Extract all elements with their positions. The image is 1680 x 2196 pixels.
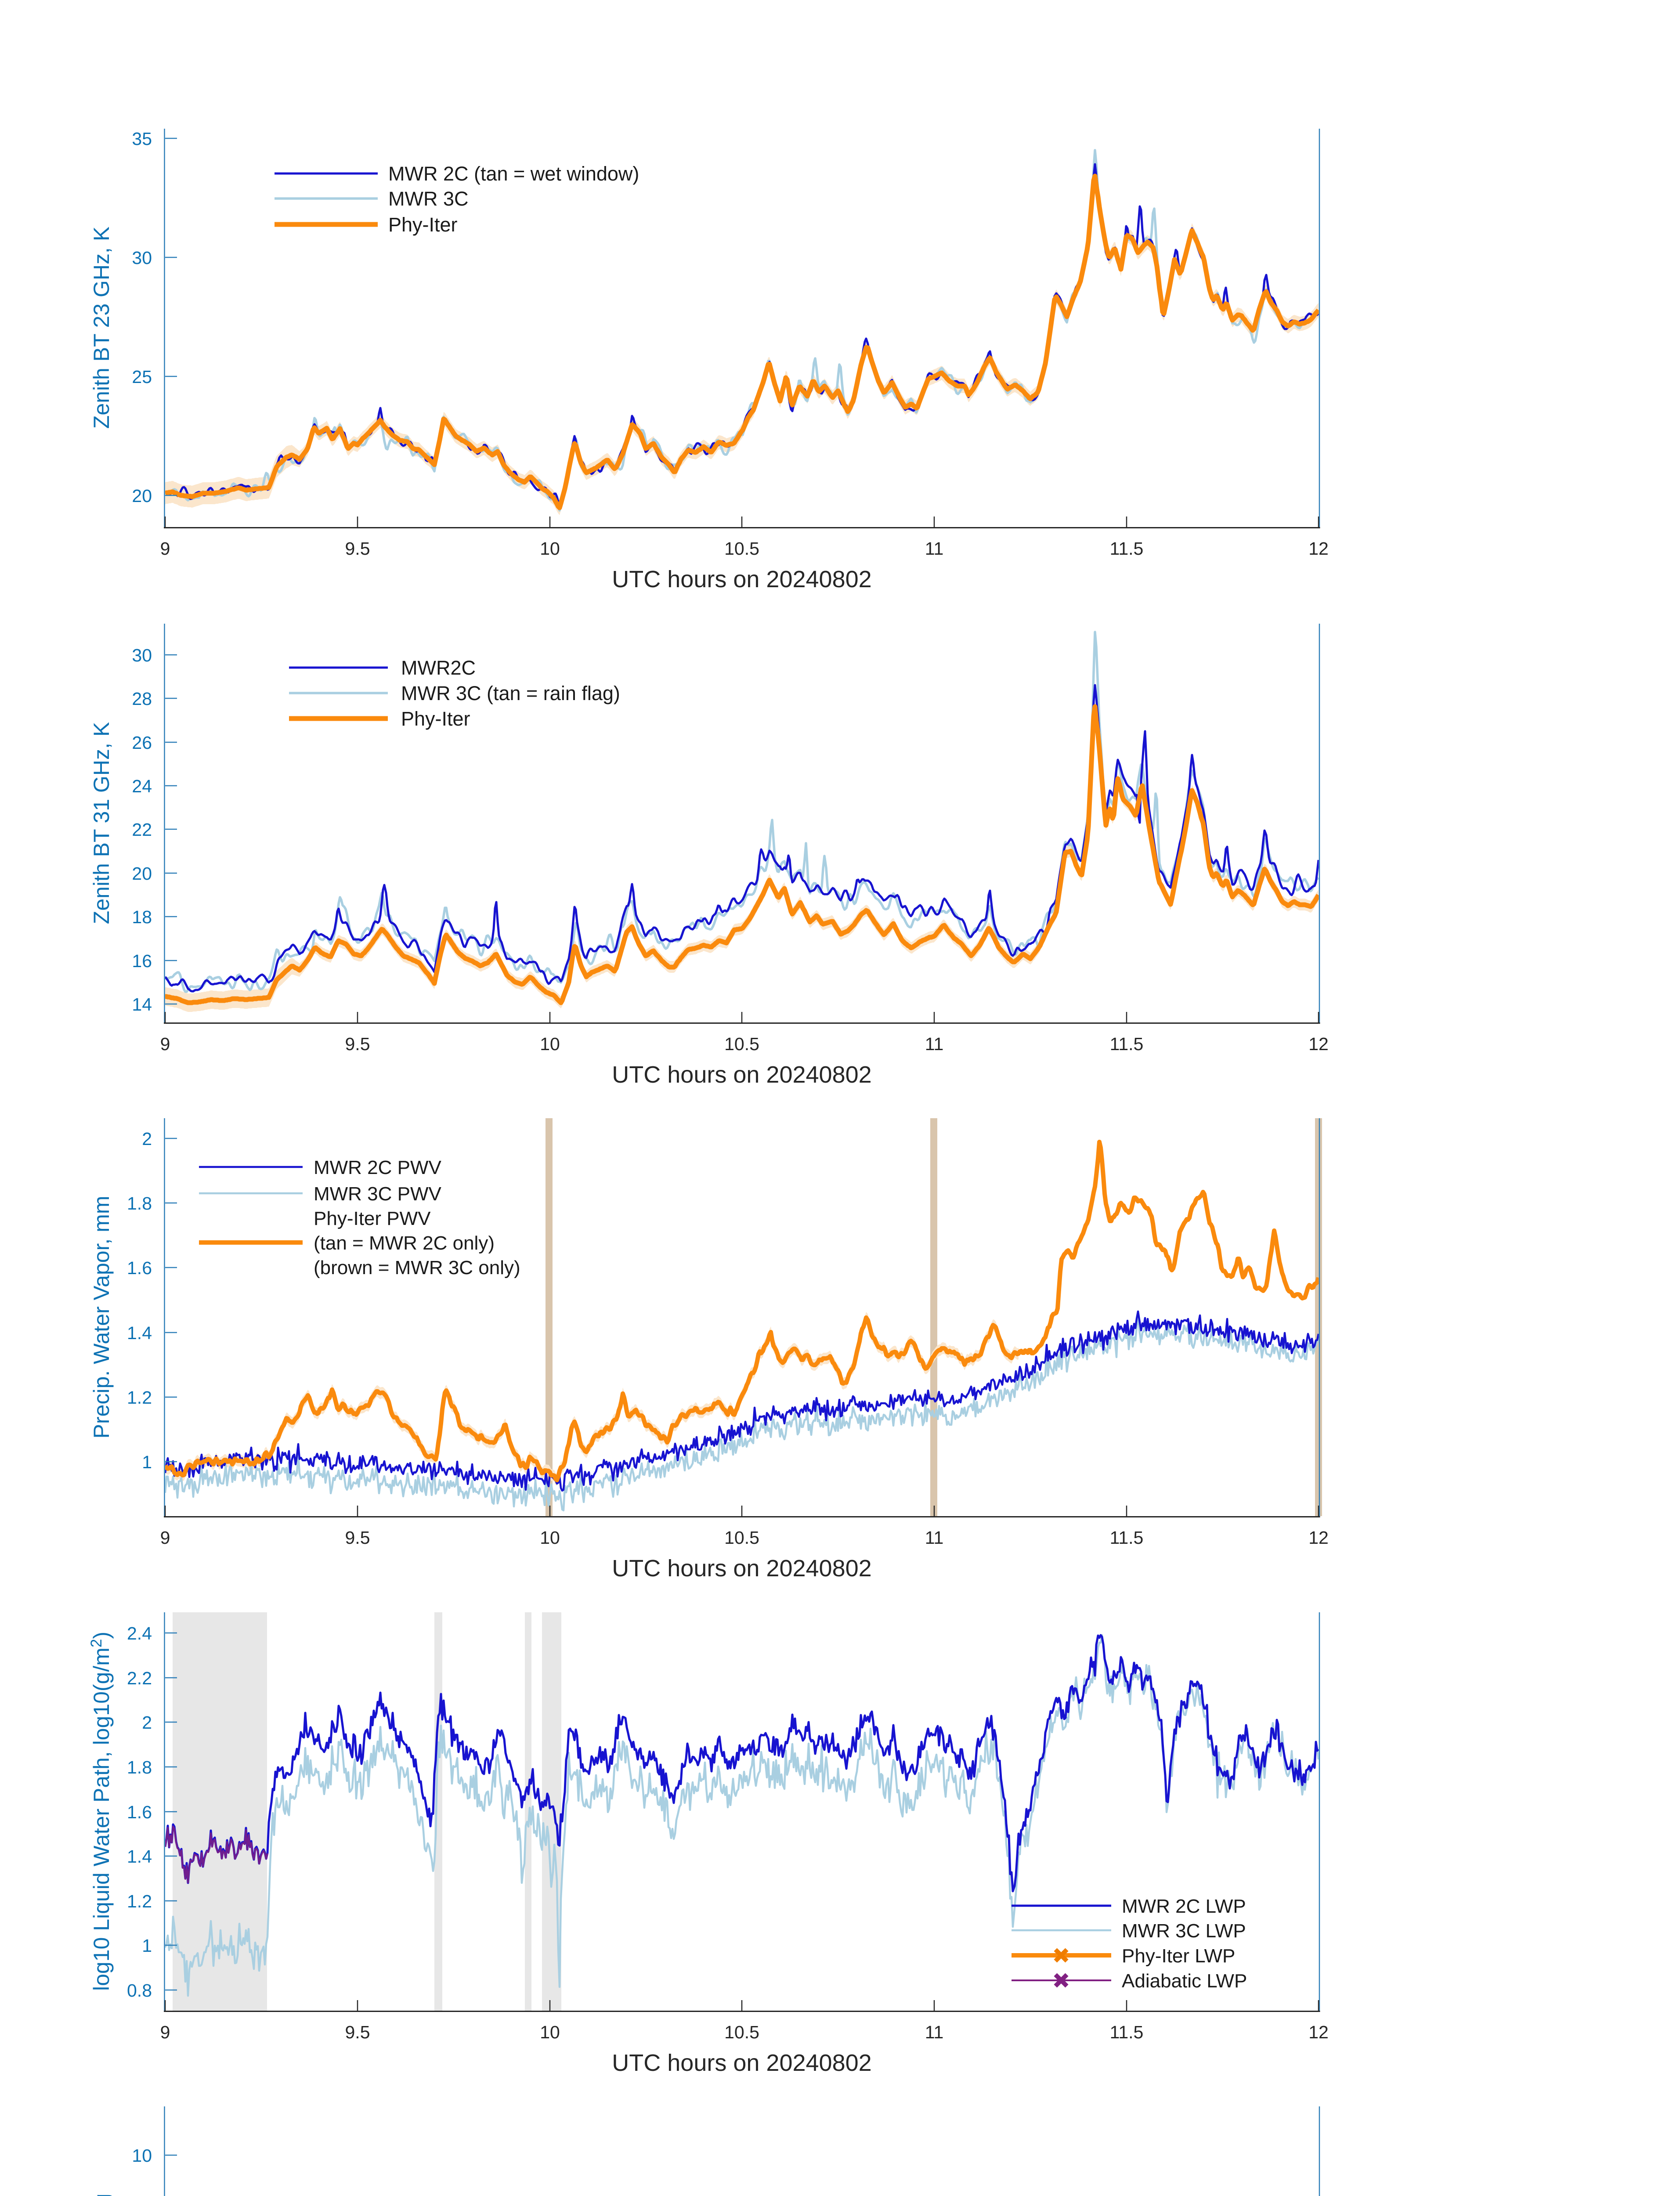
svg-text:11.5: 11.5 xyxy=(1110,538,1144,559)
svg-text:9.5: 9.5 xyxy=(345,1034,370,1054)
svg-text:11.5: 11.5 xyxy=(1110,1034,1144,1054)
svg-text:MWR Phy Iter DQ Flag: MWR Phy Iter DQ Flag xyxy=(89,2193,114,2196)
svg-text:10: 10 xyxy=(540,538,560,559)
svg-text:1.4: 1.4 xyxy=(127,1323,152,1343)
svg-text:12: 12 xyxy=(1308,1034,1329,1054)
svg-text:9: 9 xyxy=(160,1528,170,1548)
svg-text:25: 25 xyxy=(132,367,152,387)
svg-text:12: 12 xyxy=(1308,538,1329,559)
svg-text:9.5: 9.5 xyxy=(345,1528,370,1548)
svg-text:MWR 2C (tan = wet window): MWR 2C (tan = wet window) xyxy=(388,163,639,185)
svg-text:Zenith BT 23 GHz, K: Zenith BT 23 GHz, K xyxy=(89,227,114,429)
svg-text:MWR 3C LWP: MWR 3C LWP xyxy=(1122,1920,1246,1942)
svg-text:9: 9 xyxy=(160,538,170,559)
svg-text:1: 1 xyxy=(142,1452,152,1472)
svg-text:1.8: 1.8 xyxy=(127,1193,152,1214)
svg-text:2.2: 2.2 xyxy=(127,1668,152,1688)
svg-text:MWR 2C PWV: MWR 2C PWV xyxy=(314,1157,442,1178)
svg-text:Phy-Iter PWV: Phy-Iter PWV xyxy=(314,1208,431,1229)
svg-text:20: 20 xyxy=(132,863,152,884)
svg-text:10.5: 10.5 xyxy=(724,2022,759,2042)
svg-text:1.2: 1.2 xyxy=(127,1891,152,1911)
svg-text:UTC hours on 20240802: UTC hours on 20240802 xyxy=(612,1555,871,1582)
svg-text:MWR 3C: MWR 3C xyxy=(388,188,468,210)
svg-text:22: 22 xyxy=(132,820,152,840)
svg-text:9: 9 xyxy=(160,1034,170,1054)
svg-text:16: 16 xyxy=(132,951,152,971)
svg-text:UTC hours on 20240802: UTC hours on 20240802 xyxy=(612,566,871,592)
svg-text:26: 26 xyxy=(132,733,152,753)
svg-text:12: 12 xyxy=(1308,2022,1329,2042)
svg-text:10.5: 10.5 xyxy=(724,1034,759,1054)
svg-text:10.5: 10.5 xyxy=(724,538,759,559)
svg-text:1.2: 1.2 xyxy=(127,1387,152,1408)
svg-text:2.4: 2.4 xyxy=(127,1623,152,1643)
svg-text:1.6: 1.6 xyxy=(127,1258,152,1278)
svg-text:11: 11 xyxy=(925,538,944,559)
svg-text:9: 9 xyxy=(160,2022,170,2042)
svg-text:10: 10 xyxy=(540,1528,560,1548)
svg-text:11: 11 xyxy=(925,2022,944,2042)
svg-text:0.8: 0.8 xyxy=(127,1980,152,2001)
svg-text:(tan = MWR 2C only): (tan = MWR 2C only) xyxy=(314,1232,495,1254)
svg-text:11.5: 11.5 xyxy=(1110,2022,1144,2042)
svg-text:10: 10 xyxy=(540,2022,560,2042)
svg-text:Zenith BT 31 GHz, K: Zenith BT 31 GHz, K xyxy=(89,722,114,924)
svg-text:UTC hours on 20240802: UTC hours on 20240802 xyxy=(612,1062,871,1088)
svg-text:11: 11 xyxy=(925,1034,944,1054)
svg-text:Phy-Iter: Phy-Iter xyxy=(388,213,458,236)
svg-text:11: 11 xyxy=(925,1528,944,1548)
svg-text:1.6: 1.6 xyxy=(127,1802,152,1822)
svg-text:18: 18 xyxy=(132,907,152,927)
svg-text:Phy-Iter LWP: Phy-Iter LWP xyxy=(1122,1945,1235,1967)
svg-text:2: 2 xyxy=(142,1712,152,1733)
svg-text:MWR 2C LWP: MWR 2C LWP xyxy=(1122,1896,1246,1917)
svg-text:1: 1 xyxy=(142,1936,152,1956)
svg-text:30: 30 xyxy=(132,248,152,268)
svg-text:28: 28 xyxy=(132,689,152,709)
svg-text:2: 2 xyxy=(142,1129,152,1149)
svg-text:35: 35 xyxy=(132,129,152,149)
svg-text:MWR 3C PWV: MWR 3C PWV xyxy=(314,1183,442,1205)
svg-text:10.5: 10.5 xyxy=(724,1528,759,1548)
svg-text:MWR2C: MWR2C xyxy=(401,657,476,679)
svg-text:Adiabatic LWP: Adiabatic LWP xyxy=(1122,1970,1247,1992)
svg-text:1.8: 1.8 xyxy=(127,1757,152,1777)
svg-text:9.5: 9.5 xyxy=(345,2022,370,2042)
svg-text:20: 20 xyxy=(132,486,152,506)
svg-text:log10 Liquid Water Path, log10: log10 Liquid Water Path, log10(g/m2) xyxy=(88,1632,114,1991)
svg-text:14: 14 xyxy=(132,994,152,1015)
svg-text:(brown = MWR 3C only): (brown = MWR 3C only) xyxy=(314,1257,520,1279)
svg-text:Phy-Iter: Phy-Iter xyxy=(401,708,470,730)
svg-text:10: 10 xyxy=(540,1034,560,1054)
svg-text:12: 12 xyxy=(1308,1528,1329,1548)
svg-text:24: 24 xyxy=(132,776,152,796)
svg-text:30: 30 xyxy=(132,645,152,665)
svg-text:Precip. Water Vapor, mm: Precip. Water Vapor, mm xyxy=(89,1196,114,1439)
svg-text:1.4: 1.4 xyxy=(127,1846,152,1867)
svg-text:9.5: 9.5 xyxy=(345,538,370,559)
svg-text:MWR 3C (tan = rain flag): MWR 3C (tan = rain flag) xyxy=(401,682,620,704)
svg-text:UTC hours on 20240802: UTC hours on 20240802 xyxy=(612,2050,871,2076)
svg-text:10: 10 xyxy=(132,2145,152,2166)
svg-text:11.5: 11.5 xyxy=(1110,1528,1144,1548)
